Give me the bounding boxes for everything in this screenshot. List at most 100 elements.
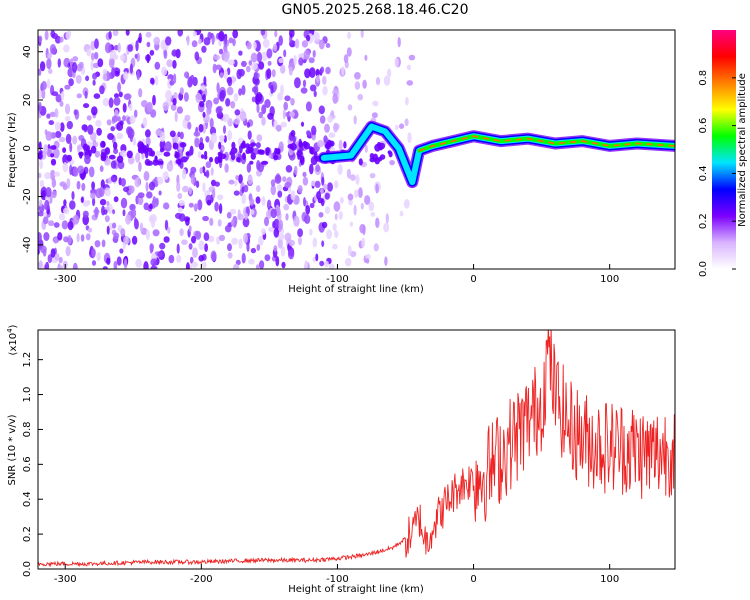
spectrogram-noise-dot: [45, 131, 53, 141]
spectrogram-noise-dot: [332, 89, 339, 96]
spectrogram-noise-dot: [284, 95, 291, 102]
spectrogram-noise-dot: [90, 40, 96, 51]
spectrogram-noise-dot: [206, 199, 212, 206]
spectrogram-noise-dot: [157, 251, 163, 258]
spectrogram-frame: [37, 29, 676, 270]
spectrogram-x-ticks: -300 -200 -100 0 100: [54, 264, 619, 285]
spectrogram-noise-dot: [143, 261, 149, 269]
spectrogram-band-dot: [82, 143, 89, 152]
spectrogram-noise-dot: [177, 131, 181, 138]
spectrogram-noise-dot: [165, 36, 172, 46]
spectrogram-noise-dot: [91, 181, 95, 190]
spectrogram-noise-dot: [45, 187, 52, 198]
spectrogram-noise-dot: [312, 50, 316, 58]
spectrogram-band-dot: [236, 156, 241, 163]
y-tick-label: 1.0: [22, 387, 33, 403]
spectrogram-noise-dot: [90, 52, 95, 61]
spectrogram-noise-dot: [197, 151, 202, 159]
spectrogram-noise-dot: [47, 52, 52, 59]
spectrogram-noise-dot: [349, 221, 354, 227]
spectrogram-noise-dot: [288, 239, 296, 247]
y-tick-label: 0.0: [22, 561, 33, 577]
spectrogram-noise-dot: [294, 38, 300, 49]
spectrogram-noise-dot: [85, 233, 91, 241]
spectrogram-noise-dot: [50, 248, 56, 258]
colorbar-tick-label: 0.8: [698, 70, 709, 86]
spectrogram-noise-dot: [199, 167, 203, 175]
colorbar-tick-label: 0.2: [698, 213, 709, 229]
spectrogram-band-dot: [343, 141, 347, 149]
spectrogram-noise-dot: [107, 203, 113, 214]
spectrogram-band-dot: [250, 152, 256, 160]
spectrogram-noise-dot: [148, 181, 156, 191]
spectrogram-noise-dot: [77, 165, 85, 174]
spectrogram-noise-dot: [191, 235, 197, 244]
spectrogram-noise-dot: [288, 66, 293, 76]
spectrogram-noise-dot: [212, 63, 217, 74]
colorbar: 0.0 0.2 0.4 0.6 0.8 Normalized spectral ampl…: [698, 30, 748, 277]
spectrogram-noise-dot: [365, 254, 371, 260]
spectrogram-noise-dot: [224, 225, 232, 233]
spectrogram-noise-dot: [133, 109, 138, 118]
spectrogram-noise-dot: [106, 257, 111, 265]
spectrogram-noise-dot: [328, 132, 336, 139]
spectrogram-noise-dot: [188, 202, 194, 208]
spectrogram-noise-dot: [272, 43, 278, 52]
snr-panel: -300 -200 -100 0 100 0.0 0.2 0.4 0.6 0.8 1.0 1.2 H…: [6, 324, 676, 595]
spectrogram-noise-dot: [142, 117, 148, 128]
spectrogram-noise-dot: [54, 253, 60, 261]
spectrogram-noise-dot: [165, 142, 170, 150]
spectrogram-noise-dot: [145, 129, 151, 138]
spectrogram-noise-dot: [83, 124, 88, 133]
spectrogram-noise-dot: [219, 72, 224, 79]
snr-frame: [37, 329, 676, 570]
spectrogram-band-dot: [38, 152, 43, 160]
spectrogram-noise-dot: [62, 162, 68, 173]
spectrogram-noise-dot: [48, 68, 53, 75]
spectrogram-noise-dot: [250, 62, 258, 71]
spectrogram-noise-dot: [60, 91, 65, 101]
ridge-red-core: [418, 135, 675, 152]
spectrogram-noise-dot: [38, 141, 42, 151]
spectrogram-noise-dot: [123, 71, 129, 81]
spectrogram-noise-dot: [152, 94, 156, 106]
spectrogram-noise-dot: [300, 121, 305, 127]
spectrogram-noise-dot: [63, 236, 69, 243]
spectrogram-noise-dot: [383, 75, 391, 86]
spectrogram-noise-dot: [43, 232, 50, 241]
spectrogram-band-dot: [245, 143, 250, 150]
spectrogram-noise-dot: [322, 85, 328, 96]
y-tick-label: -40: [22, 237, 33, 253]
colorbar-gradient: [712, 30, 736, 269]
spectrogram-noise-dot: [96, 127, 102, 136]
spectrogram-noise-dot: [274, 30, 278, 38]
spectrogram-noise-dot: [165, 89, 173, 101]
spectrogram-noise-dot: [270, 179, 276, 187]
spectrogram-noise-dot: [57, 58, 61, 68]
spectrogram-noise-dot: [181, 168, 187, 180]
spectrogram-noise-dot: [92, 72, 98, 80]
spectrogram-noise-dot: [320, 66, 325, 74]
colorbar-tick-label: 0.6: [698, 118, 709, 134]
spectrogram-noise-dot: [353, 115, 357, 125]
spectrogram-noise-dot: [202, 182, 206, 193]
spectrogram-noise-dot: [191, 261, 199, 268]
spectrogram-noise-dot: [108, 30, 112, 40]
spectrogram-band-dot: [377, 156, 383, 162]
snr-line-path: [38, 330, 675, 568]
spectrogram-noise-dot: [71, 191, 75, 200]
spectrogram-noise-dot: [99, 165, 104, 172]
spectrogram-noise-dot: [125, 214, 131, 225]
spectrogram-noise-dot: [280, 84, 284, 95]
spectrogram-noise-dot: [176, 106, 183, 114]
spectrogram-noise-dot: [250, 52, 258, 63]
spectrogram-noise-dot: [64, 103, 71, 115]
spectrogram-noise-dot: [188, 186, 192, 195]
spectrogram-noise-dot: [39, 61, 46, 72]
spectrogram-noise-dot: [256, 51, 263, 63]
spectrogram-noise-dot: [85, 75, 90, 82]
spectrogram-noise-dot: [407, 132, 412, 144]
spectrogram-noise-dot: [112, 209, 116, 215]
spectrogram-noise-dot: [133, 217, 138, 228]
spectrogram-noise-dot: [63, 199, 67, 207]
